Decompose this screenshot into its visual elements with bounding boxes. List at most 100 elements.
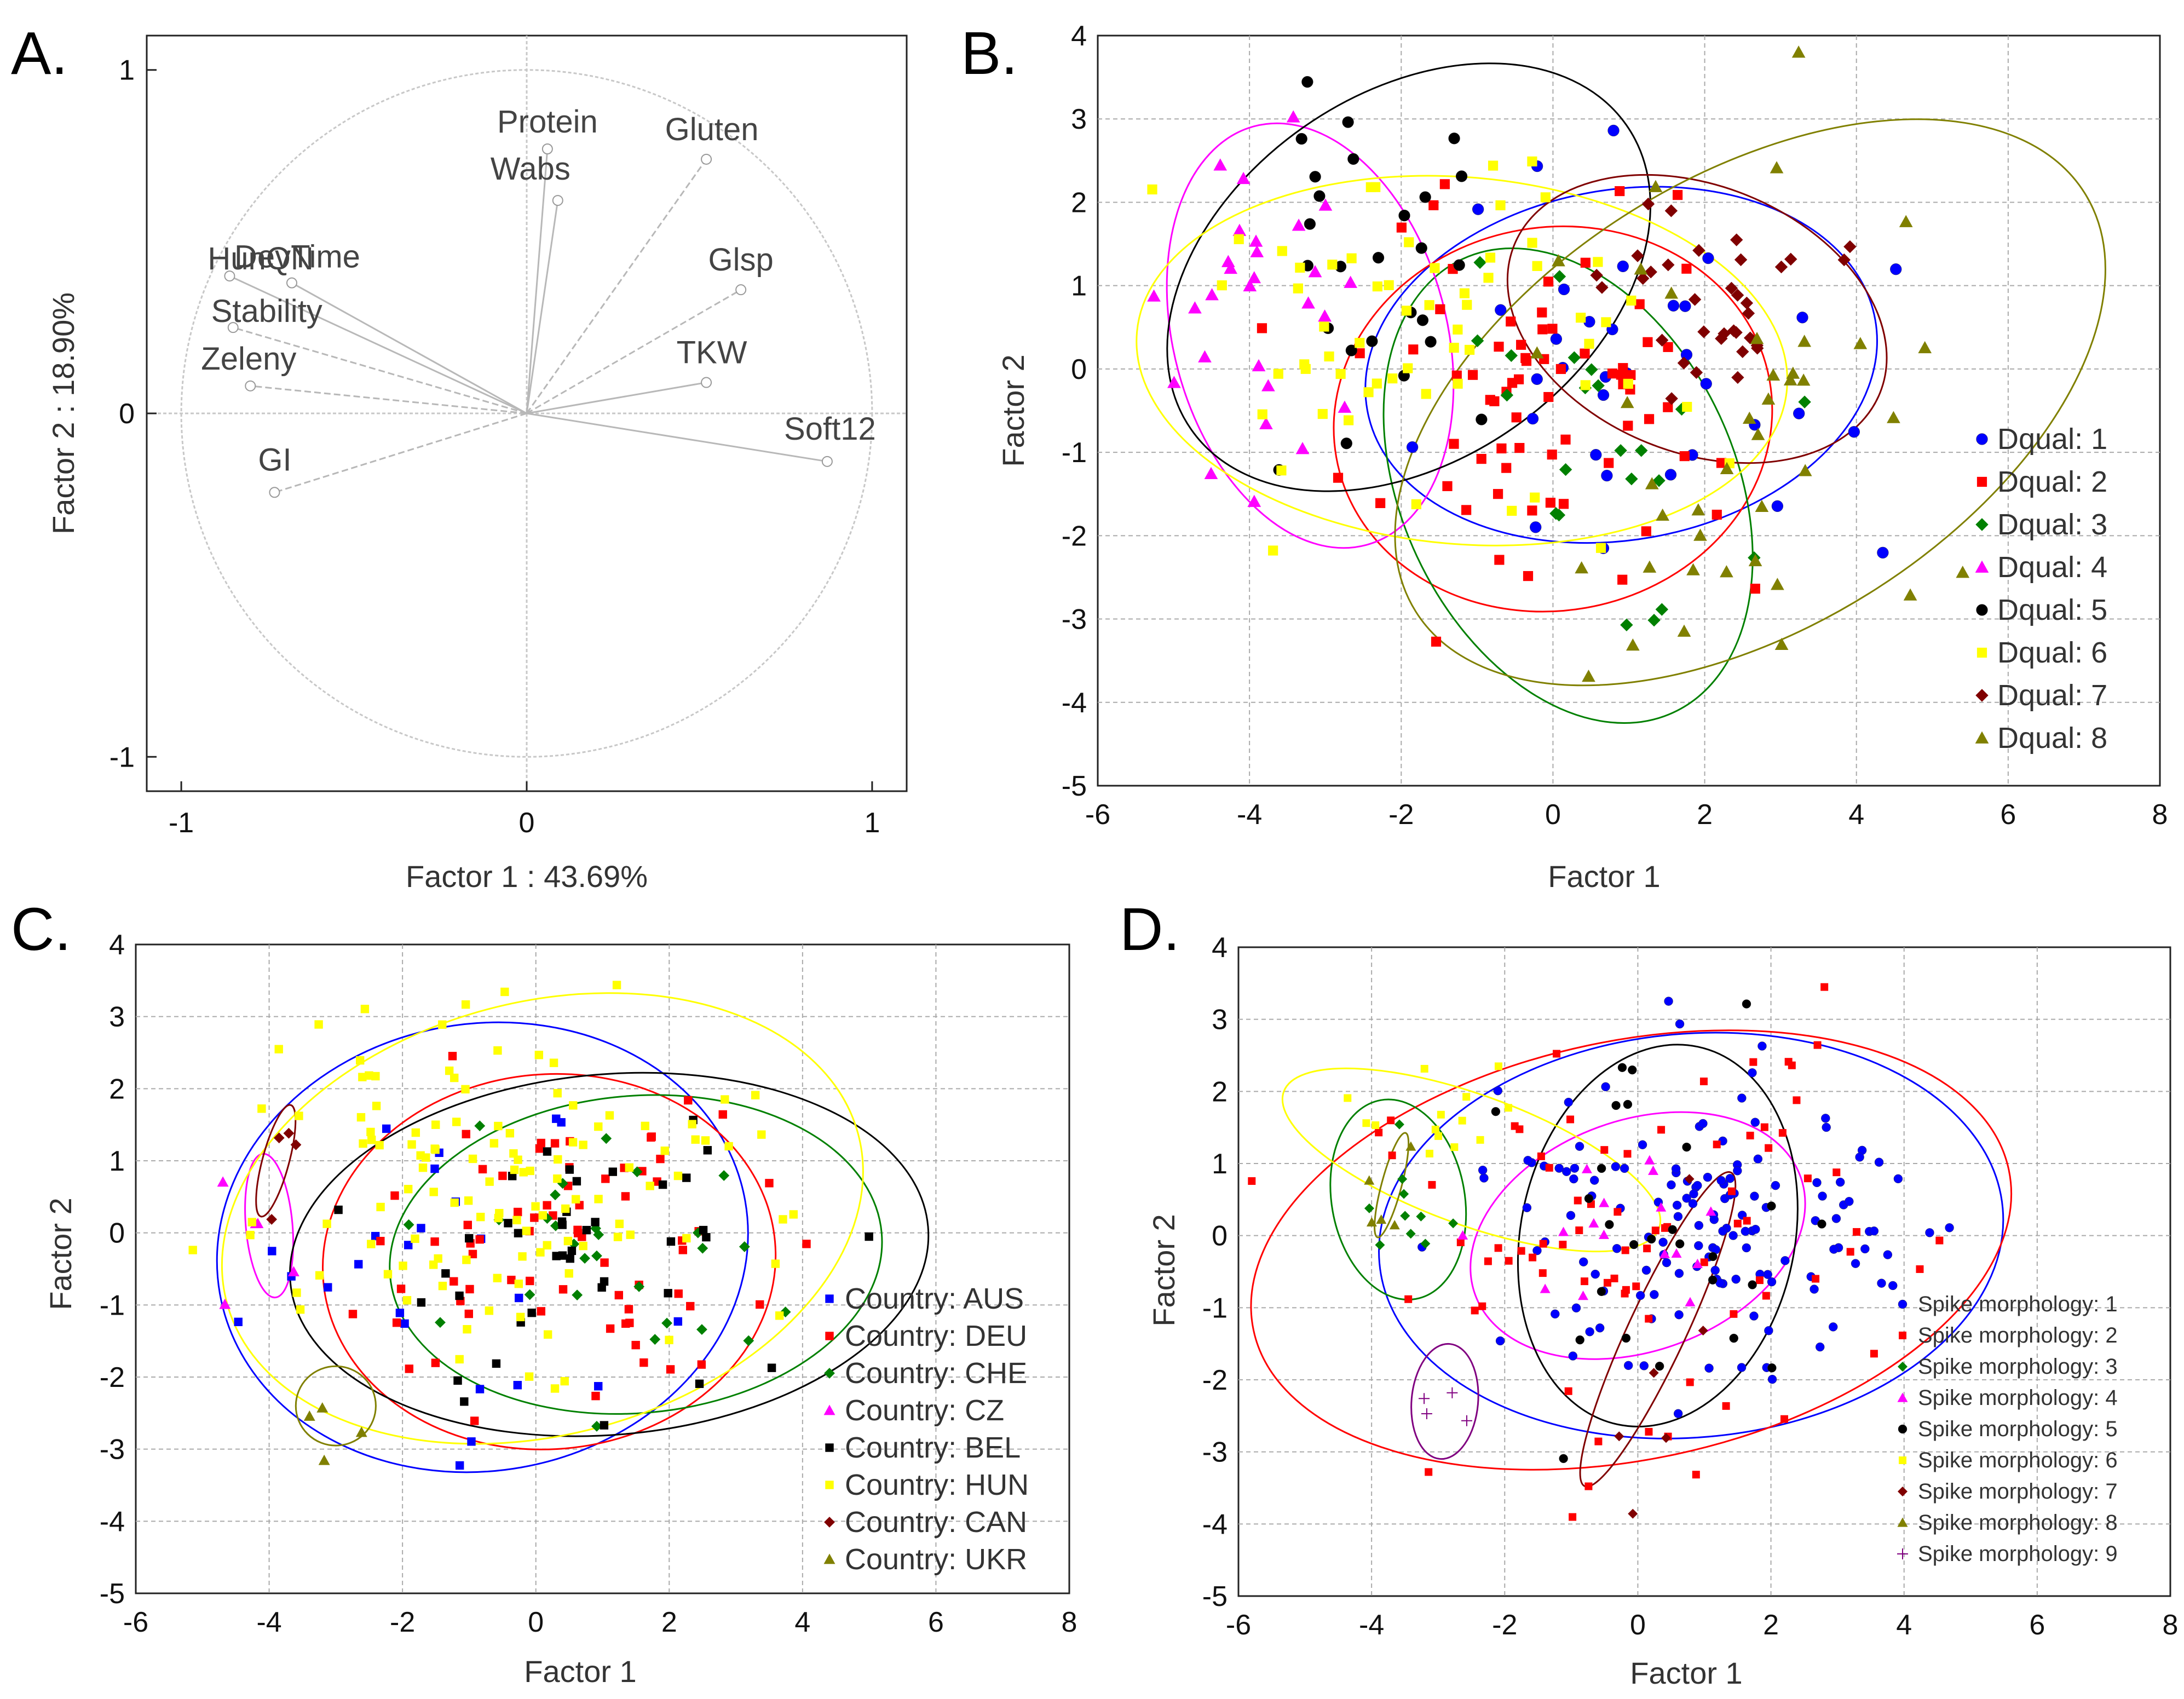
data-point (1623, 1099, 1633, 1109)
data-point (1449, 343, 1459, 353)
legend-label: Spike morphology: 4 (1918, 1386, 2118, 1410)
data-point (1720, 565, 1733, 578)
data-point (1749, 1058, 1757, 1066)
data-point (1597, 1164, 1606, 1173)
data-point (1710, 1265, 1720, 1275)
data-point (631, 1340, 640, 1350)
data-point (1400, 1211, 1410, 1221)
data-point (441, 1269, 450, 1278)
loading-vector (526, 289, 741, 414)
legend-label: Spike morphology: 3 (1918, 1355, 2118, 1379)
data-point (407, 1140, 416, 1149)
data-point (366, 1127, 375, 1137)
data-point (1416, 314, 1429, 326)
data-point (1514, 443, 1525, 453)
legend-marker (1898, 1487, 1908, 1496)
data-point (631, 1166, 643, 1178)
data-point (1590, 448, 1602, 461)
data-point (1453, 378, 1463, 389)
data-point (527, 1308, 536, 1317)
data-point (1344, 275, 1358, 288)
data-point (1455, 170, 1468, 182)
data-point (1883, 1250, 1893, 1259)
data-point (395, 1309, 405, 1317)
data-point (1529, 1253, 1537, 1262)
data-point (296, 1305, 305, 1314)
data-point (1615, 186, 1625, 197)
data-point (1324, 351, 1334, 362)
data-point (1705, 1206, 1716, 1216)
data-point (569, 1101, 578, 1110)
data-point (1750, 1191, 1759, 1201)
data-point (1734, 253, 1748, 267)
data-point (1686, 1378, 1694, 1386)
data-point (1682, 1142, 1691, 1152)
data-point (1793, 1096, 1801, 1104)
data-point (1621, 1246, 1629, 1254)
data-point (1803, 1174, 1812, 1183)
data-point (550, 1139, 560, 1148)
data-point (1820, 983, 1829, 991)
data-point (1828, 1322, 1838, 1332)
data-point (1484, 1257, 1492, 1265)
data-point (534, 1051, 544, 1059)
panel-d: D. -6 -4 -2 0 2 4 6 8 -5 -4 -3 -2 -1 0 1 2 3 4 Spike morph… (1120, 896, 2178, 1690)
data-point (658, 1180, 667, 1189)
data-point (1651, 1226, 1659, 1235)
data-point (1431, 636, 1442, 647)
data-point (1855, 1153, 1864, 1162)
confidence-ellipse (1374, 1132, 1410, 1239)
data-point (478, 1165, 487, 1174)
data-point (257, 1104, 266, 1113)
legend-label: Country: AUS (845, 1282, 1024, 1315)
data-point (1397, 1174, 1408, 1184)
data-point (1485, 395, 1495, 405)
data-point (1888, 1281, 1898, 1291)
data-point (684, 1096, 693, 1105)
data-point (1234, 234, 1244, 244)
data-point (1568, 351, 1581, 364)
data-point (405, 1364, 414, 1373)
vector-plot-a: -1 0 1 -1 0 1 Protein Wabs Gluten Glsp TKW Soft12 De… (110, 36, 907, 839)
legend-label: Dqual: 3 (1997, 508, 2107, 541)
legend-label: Spike morphology: 5 (1918, 1417, 2118, 1441)
legend-marker (824, 1517, 835, 1528)
data-point (474, 1120, 486, 1132)
data-point (1755, 1276, 1764, 1285)
data-point (430, 1237, 439, 1246)
data-point (431, 1120, 440, 1129)
loading-point (245, 380, 256, 391)
data-point (1742, 1243, 1751, 1253)
y-tick-label: 4 (109, 929, 125, 961)
data-point (1421, 1408, 1432, 1420)
y-tick-label: -2 (100, 1362, 125, 1393)
data-point (1591, 1269, 1600, 1279)
data-point (739, 1241, 750, 1252)
data-point (1485, 252, 1496, 263)
data-point (1725, 1174, 1735, 1183)
data-point (246, 1230, 255, 1240)
data-point (400, 1319, 409, 1328)
data-point (1612, 1244, 1622, 1253)
data-point (1753, 1154, 1763, 1164)
data-point (702, 1233, 711, 1242)
data-point (1545, 1164, 1553, 1172)
data-point (1822, 1122, 1831, 1132)
data-point (1318, 198, 1333, 211)
data-point (1737, 1093, 1747, 1103)
data-point (1925, 1228, 1934, 1237)
data-point (1664, 469, 1677, 481)
data-point (1601, 469, 1613, 482)
data-point (1698, 1119, 1708, 1128)
data-point (359, 1139, 367, 1148)
data-point (557, 1217, 567, 1226)
data-point (514, 1155, 522, 1164)
data-point (1500, 389, 1514, 402)
data-point (522, 1226, 531, 1235)
data-point (1718, 327, 1731, 341)
data-point (1877, 546, 1889, 559)
data-point (500, 987, 509, 997)
data-point (450, 1073, 459, 1082)
data-point (579, 1253, 590, 1264)
data-point (1648, 1165, 1659, 1175)
